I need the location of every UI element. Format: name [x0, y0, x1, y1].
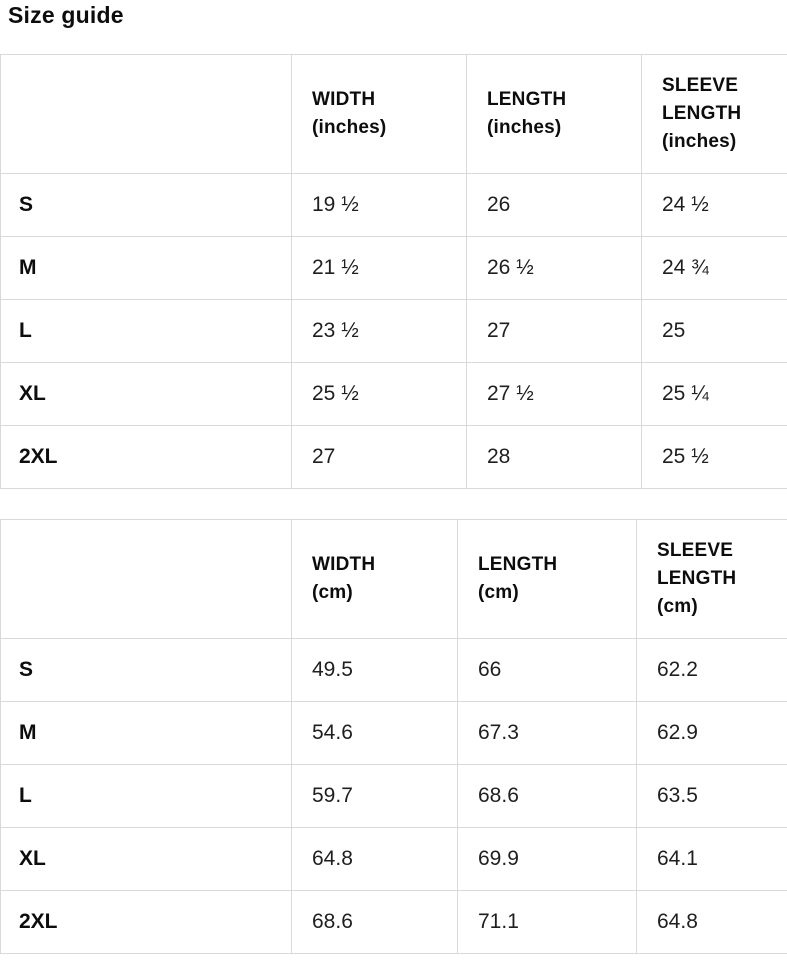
length-value-cell: 26 ½	[466, 236, 642, 300]
size-label-cell: 2XL	[0, 890, 292, 954]
sleeve-value-cell: 64.1	[636, 827, 787, 891]
sleeve-value-cell: 25 ½	[641, 425, 787, 489]
column-header-label: SLEEVE	[662, 75, 739, 96]
column-header-sleeve-length-cm: SLEEVE LENGTH (cm)	[636, 519, 787, 639]
size-label-cell: 2XL	[0, 425, 292, 489]
size-label-cell: L	[0, 299, 292, 363]
header-row: WIDTH (inches) LENGTH (inches) SLEEVE LE…	[0, 54, 787, 174]
size-label-cell: L	[0, 764, 292, 828]
column-header-unit: (inches)	[312, 117, 387, 138]
column-header-size-empty	[0, 54, 292, 174]
column-header-label: LENGTH	[657, 568, 737, 589]
sleeve-value-cell: 62.9	[636, 701, 787, 765]
column-header-length-inches: LENGTH (inches)	[466, 54, 642, 174]
width-value-cell: 25 ½	[291, 362, 467, 426]
sleeve-value-cell: 24 ½	[641, 173, 787, 237]
size-label-cell: M	[0, 701, 292, 765]
table-row: XL 25 ½ 27 ½ 25 ¼	[0, 362, 787, 426]
column-header-label: SLEEVE	[657, 540, 734, 561]
sleeve-value-cell: 64.8	[636, 890, 787, 954]
column-header-length-cm: LENGTH (cm)	[457, 519, 637, 639]
sleeve-value-cell: 25	[641, 299, 787, 363]
sleeve-value-cell: 62.2	[636, 638, 787, 702]
table-row: 2XL 27 28 25 ½	[0, 425, 787, 489]
column-header-unit: (inches)	[487, 117, 562, 138]
size-label-cell: S	[0, 173, 292, 237]
column-header-unit: (cm)	[478, 582, 519, 603]
column-header-width-inches: WIDTH (inches)	[291, 54, 467, 174]
length-value-cell: 68.6	[457, 764, 637, 828]
size-label-cell: S	[0, 638, 292, 702]
column-header-unit: (inches)	[662, 131, 737, 152]
table-row: S 49.5 66 62.2	[0, 638, 787, 702]
width-value-cell: 23 ½	[291, 299, 467, 363]
length-value-cell: 66	[457, 638, 637, 702]
sleeve-value-cell: 25 ¼	[641, 362, 787, 426]
table-row: L 59.7 68.6 63.5	[0, 764, 787, 828]
length-value-cell: 26	[466, 173, 642, 237]
column-header-size-empty	[0, 519, 292, 639]
column-header-label: WIDTH	[312, 89, 376, 110]
column-header-label: LENGTH	[487, 89, 567, 110]
table-row: L 23 ½ 27 25	[0, 299, 787, 363]
sleeve-value-cell: 63.5	[636, 764, 787, 828]
size-guide-table-inches: WIDTH (inches) LENGTH (inches) SLEEVE LE…	[0, 54, 787, 489]
width-value-cell: 54.6	[291, 701, 458, 765]
length-value-cell: 69.9	[457, 827, 637, 891]
header-row: WIDTH (cm) LENGTH (cm) SLEEVE LENGTH (cm…	[0, 519, 787, 639]
column-header-sleeve-length-inches: SLEEVE LENGTH (inches)	[641, 54, 787, 174]
table-row: M 21 ½ 26 ½ 24 ¾	[0, 236, 787, 300]
table-row: M 54.6 67.3 62.9	[0, 701, 787, 765]
column-header-unit: (cm)	[657, 596, 698, 617]
length-value-cell: 67.3	[457, 701, 637, 765]
table-row: S 19 ½ 26 24 ½	[0, 173, 787, 237]
length-value-cell: 28	[466, 425, 642, 489]
column-header-label: WIDTH	[312, 554, 376, 575]
page-title: Size guide	[8, 2, 124, 28]
column-header-label: LENGTH	[662, 103, 742, 124]
width-value-cell: 19 ½	[291, 173, 467, 237]
length-value-cell: 71.1	[457, 890, 637, 954]
table-row: 2XL 68.6 71.1 64.8	[0, 890, 787, 954]
sleeve-value-cell: 24 ¾	[641, 236, 787, 300]
width-value-cell: 64.8	[291, 827, 458, 891]
width-value-cell: 27	[291, 425, 467, 489]
length-value-cell: 27	[466, 299, 642, 363]
width-value-cell: 49.5	[291, 638, 458, 702]
size-guide-table-cm: WIDTH (cm) LENGTH (cm) SLEEVE LENGTH (cm…	[0, 519, 787, 954]
width-value-cell: 21 ½	[291, 236, 467, 300]
width-value-cell: 59.7	[291, 764, 458, 828]
column-header-width-cm: WIDTH (cm)	[291, 519, 458, 639]
table-row: XL 64.8 69.9 64.1	[0, 827, 787, 891]
size-label-cell: M	[0, 236, 292, 300]
width-value-cell: 68.6	[291, 890, 458, 954]
size-label-cell: XL	[0, 362, 292, 426]
column-header-unit: (cm)	[312, 582, 353, 603]
column-header-label: LENGTH	[478, 554, 558, 575]
length-value-cell: 27 ½	[466, 362, 642, 426]
size-label-cell: XL	[0, 827, 292, 891]
